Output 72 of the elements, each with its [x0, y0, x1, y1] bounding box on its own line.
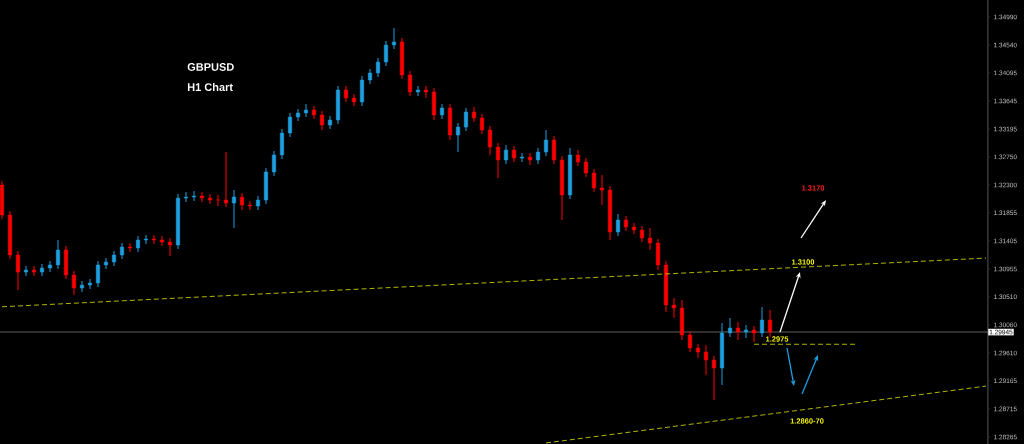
- text: H1 Chart: [187, 82, 233, 92]
- candlestick: [159, 235, 165, 247]
- candlestick: [504, 144, 509, 165]
- candlestick: [327, 115, 333, 130]
- candlestick: [408, 70, 413, 97]
- candlestick: [704, 344, 709, 376]
- candlestick: [415, 85, 421, 97]
- candlestick: [191, 190, 197, 202]
- candlestick: [143, 234, 149, 245]
- candlestick: [728, 317, 733, 338]
- candlestick: [696, 343, 701, 359]
- candlestick: [183, 191, 189, 203]
- candlestick: [272, 150, 277, 177]
- candlestick: [600, 174, 605, 206]
- candlestick: [248, 200, 253, 211]
- candlestick: [279, 128, 285, 160]
- candlestick: [127, 242, 133, 253]
- text: GBPUSD: [187, 63, 234, 71]
- candlestick: [496, 142, 501, 179]
- candlestick: [103, 257, 109, 270]
- candlestick: [552, 135, 557, 165]
- candlestick: [199, 191, 205, 203]
- candlestick: [528, 152, 533, 166]
- candlestick: [376, 57, 381, 78]
- candlestick: [736, 321, 741, 341]
- candlestick: [768, 309, 773, 338]
- candlestick: [384, 40, 389, 67]
- candlestick: [71, 270, 77, 296]
- candlestick: [544, 129, 549, 157]
- candlestick: [688, 330, 693, 353]
- candlestick: [424, 85, 429, 99]
- candlestick: [231, 189, 237, 229]
- candlestick: [151, 234, 157, 245]
- candlestick: [215, 194, 221, 207]
- candlestick: [480, 113, 485, 135]
- candlestick: [456, 122, 461, 153]
- candlestick: [95, 260, 101, 288]
- candlestick: [712, 355, 717, 401]
- candlestick: [288, 112, 293, 138]
- candlestick: [391, 27, 397, 50]
- candlestick: [656, 238, 661, 271]
- candlestick: [472, 106, 477, 123]
- candlestick: [672, 297, 677, 319]
- candlestick: [15, 250, 21, 291]
- candlestick: [632, 222, 637, 235]
- candlestick: [744, 324, 749, 339]
- candlestick: [55, 239, 61, 270]
- candlestick: [303, 103, 309, 118]
- candlestick: [39, 263, 45, 277]
- candlestick: [167, 237, 173, 257]
- candlestick: [488, 125, 493, 156]
- candlestick: [207, 193, 213, 205]
- candlestick: [224, 151, 229, 208]
- candlestick: [296, 108, 301, 122]
- candlestick: [31, 265, 37, 277]
- candlestick: [312, 105, 317, 120]
- candlestick: [520, 152, 525, 163]
- candlestick: [648, 227, 653, 251]
- candlestick: [592, 168, 597, 193]
- candlestick: [432, 87, 437, 121]
- candlestick: [616, 213, 621, 237]
- candlestick: [319, 110, 325, 131]
- candlestick: [87, 278, 93, 290]
- candlestick: [760, 306, 765, 338]
- candlestick: [584, 157, 589, 178]
- candlestick: [464, 107, 469, 132]
- candlestick: [752, 325, 757, 343]
- candlestick: [360, 75, 365, 107]
- candlestick: [23, 265, 29, 277]
- candlestick: [79, 280, 85, 293]
- candlestick: [47, 260, 53, 273]
- candlestick: [352, 93, 357, 107]
